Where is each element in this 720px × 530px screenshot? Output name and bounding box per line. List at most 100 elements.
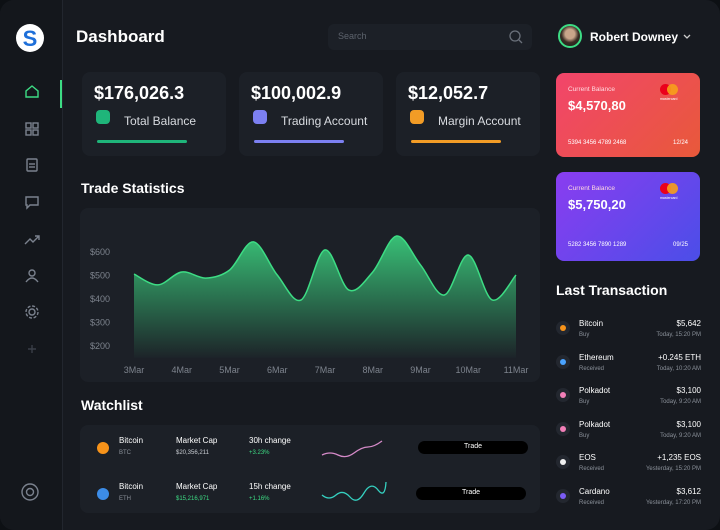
tx-name: EOS <box>579 453 596 462</box>
stat-icon <box>410 110 424 124</box>
tx-icon <box>560 392 566 398</box>
stat-card: $100,002.9 Trading Account <box>239 72 383 156</box>
change-label: 30h change <box>249 436 291 445</box>
cap-label: Market Cap <box>176 482 218 491</box>
tx-amount: $5,642 <box>676 319 701 328</box>
tx-kind: Buy <box>579 332 590 338</box>
stat-icon <box>253 110 267 124</box>
grid-icon[interactable] <box>25 122 39 136</box>
home-icon[interactable] <box>25 85 39 98</box>
chat-icon[interactable] <box>25 196 39 210</box>
trade-button[interactable]: Trade <box>416 487 526 500</box>
document-icon[interactable] <box>26 158 38 172</box>
support-icon[interactable] <box>21 483 39 501</box>
change-value: +3.23% <box>249 450 270 456</box>
active-indicator <box>60 80 62 108</box>
coin-name: Bitcoin <box>119 482 144 491</box>
cap-label: Market Cap <box>176 436 218 445</box>
tx-time: Today, 9:20 AM <box>660 432 701 439</box>
mc-circle <box>667 183 678 194</box>
settings-icon[interactable] <box>25 305 39 319</box>
tx-name: Polkadot <box>579 386 611 395</box>
mc-circle <box>667 84 678 95</box>
tx-kind: Received <box>579 365 605 372</box>
tx-amount: +0.245 ETH <box>658 352 701 362</box>
change-label: 15h change <box>249 482 291 491</box>
card-brand: mastercard <box>660 97 678 101</box>
section-title: Trade Statistics <box>81 180 185 196</box>
card-expiry: 12/24 <box>672 140 688 146</box>
cap-value: $20,356,211 <box>176 450 209 456</box>
trade-button[interactable]: Trade <box>418 441 528 454</box>
section-title: Last Transaction <box>556 282 668 298</box>
trend-icon[interactable] <box>24 235 40 245</box>
tx-kind: Received <box>579 466 605 472</box>
user-icon[interactable] <box>25 269 39 283</box>
tx-time: Today, 10:20 AM <box>656 365 701 372</box>
tx-kind: Received <box>579 499 605 506</box>
logo-badge <box>16 24 44 52</box>
coin-symbol: ETH <box>119 496 131 502</box>
cap-value: $15,216,971 <box>176 496 210 502</box>
mc-circle <box>660 84 671 95</box>
tx-name: Bitcoin <box>579 319 604 328</box>
tx-icon <box>560 459 566 465</box>
stat-bar <box>411 140 501 143</box>
tx-time: Today, 9:20 AM <box>660 399 701 405</box>
change-value: +1.16% <box>249 496 270 502</box>
stat-value: $176,026.3 <box>94 83 185 103</box>
tx-name: Cardano <box>579 486 610 496</box>
tx-amount: +1,235 EOS <box>657 453 701 462</box>
card-number: 5282 3456 7890 1289 <box>568 242 627 248</box>
tx-amount: $3,612 <box>676 486 701 496</box>
stat-value: $100,002.9 <box>251 83 342 103</box>
stat-label: Margin Account <box>438 114 521 128</box>
tx-icon <box>560 425 566 432</box>
coin-name: Bitcoin <box>119 436 144 445</box>
tx-kind: Buy <box>579 432 590 439</box>
coin-icon <box>97 442 109 454</box>
avatar <box>558 24 582 48</box>
tx-amount: $3,100 <box>676 386 701 395</box>
stat-label: Trading Account <box>281 114 368 128</box>
tx-name: Polkadot <box>579 419 611 429</box>
stat-label: Total Balance <box>124 114 197 128</box>
mc-circle <box>660 183 671 194</box>
tx-icon <box>560 358 566 365</box>
tx-amount: $3,100 <box>676 419 701 429</box>
card-label: Current Balance <box>568 86 615 93</box>
card-brand: mastercard <box>660 196 678 200</box>
card-number: 5394 3456 4789 2468 <box>568 140 627 146</box>
add-icon[interactable] <box>28 345 36 353</box>
stat-bar <box>254 140 344 143</box>
coin-icon <box>97 488 109 500</box>
user-name[interactable]: Robert Downey <box>590 30 679 44</box>
stat-icon <box>96 110 110 124</box>
chart-panel <box>80 208 540 382</box>
search-placeholder: Search <box>338 31 367 41</box>
trade-label: Trade <box>463 443 483 450</box>
page-title: Dashboard <box>76 27 165 46</box>
tx-time: Today, 15:20 PM <box>656 332 701 338</box>
coin-symbol: BTC <box>119 450 131 456</box>
trade-label: Trade <box>461 489 481 496</box>
stat-card: $12,052.7 Margin Account <box>396 72 540 156</box>
chevron <box>683 34 691 39</box>
tx-icon <box>560 325 566 331</box>
tx-icon <box>560 492 566 499</box>
card-balance: $4,570,80 <box>568 98 626 113</box>
stat-card: $176,026.3 Total Balance <box>82 72 226 156</box>
search-box[interactable]: Search <box>328 24 532 50</box>
sidebar <box>0 0 63 530</box>
credit-card: Current Balance $5,750,20 5282 3456 7890 1… <box>556 172 700 261</box>
tx-kind: Buy <box>579 399 590 405</box>
card-expiry: 09/25 <box>672 242 688 248</box>
tx-name: Ethereum <box>579 352 614 362</box>
credit-card: Current Balance $4,570,80 5394 3456 4789 2… <box>556 73 700 157</box>
logo: S <box>23 26 38 51</box>
tx-time: Yesterday, 15:20 PM <box>645 466 701 472</box>
sidebar-icons: S <box>16 24 62 501</box>
card-label: Current Balance <box>568 185 615 192</box>
card-balance: $5,750,20 <box>568 197 626 212</box>
